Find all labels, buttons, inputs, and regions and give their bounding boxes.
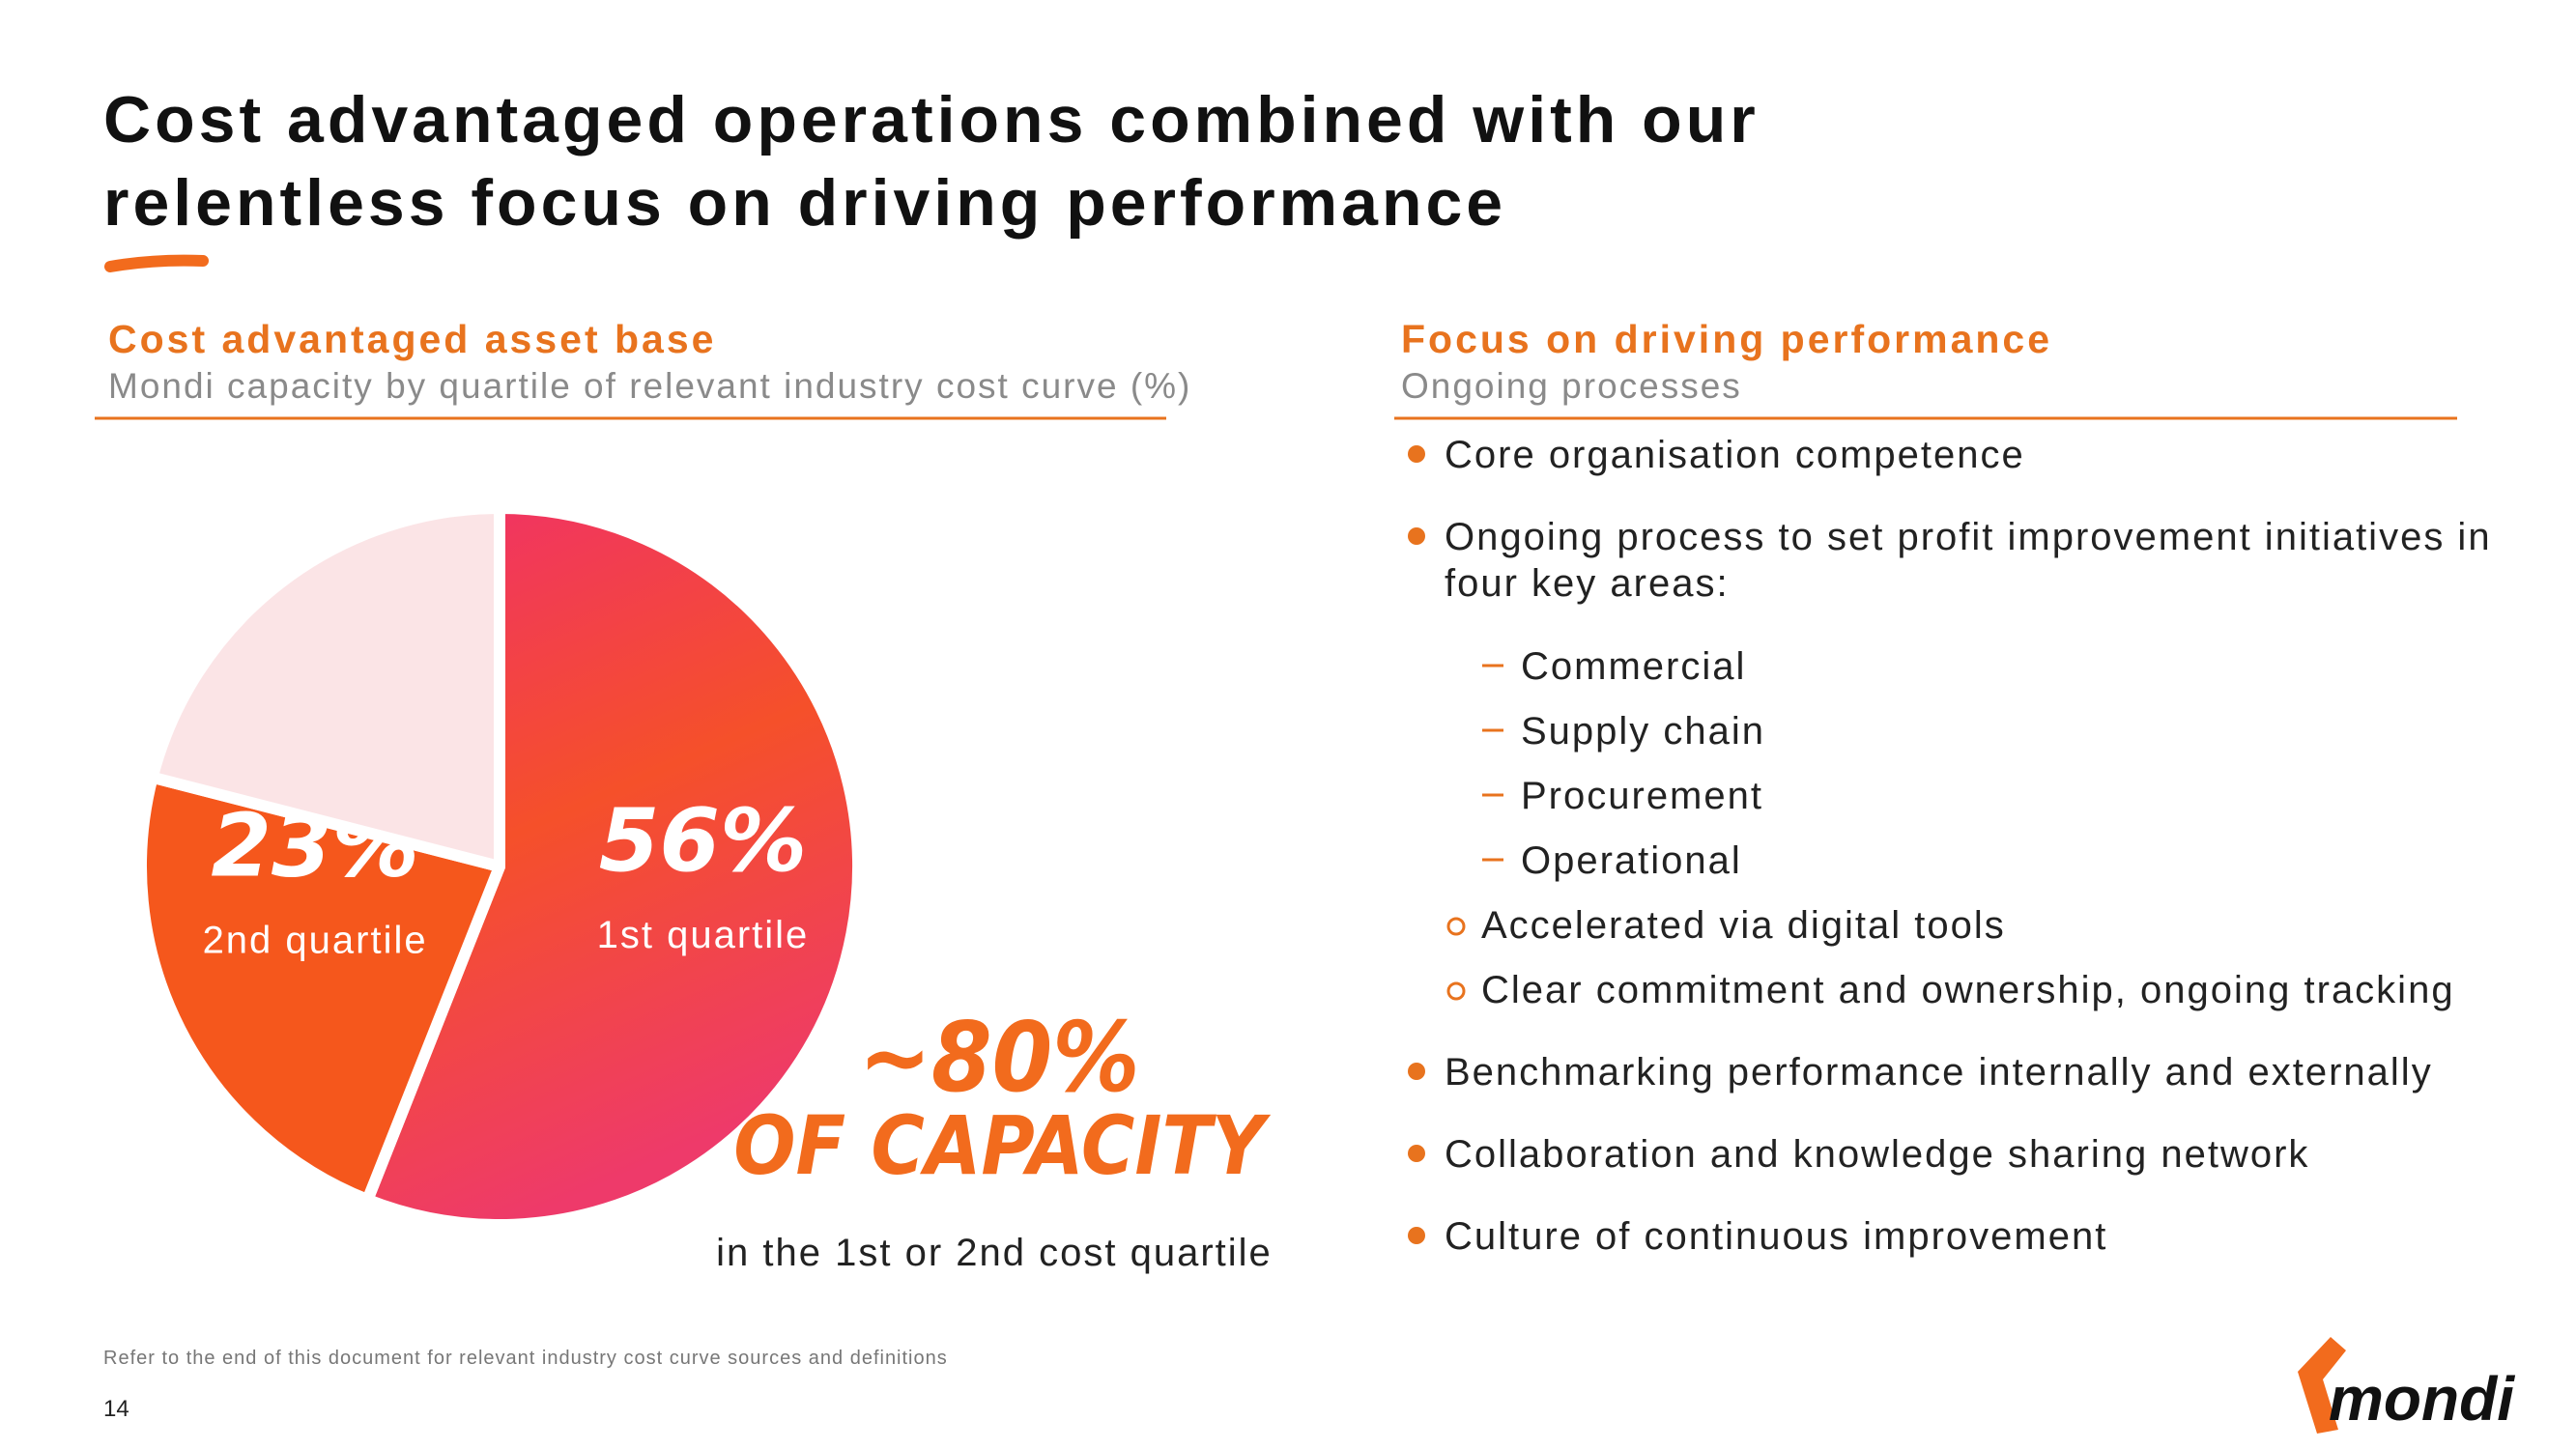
accent-dash (104, 254, 209, 272)
bullet-text: Collaboration and knowledge sharing netw… (1445, 1133, 2309, 1176)
bullet-list: Core organisation competence Ongoing proc… (1408, 434, 2492, 1258)
title-line: Cost advantaged operations combined with… (103, 83, 1760, 156)
right-heading: Focus on driving performance (1401, 317, 2052, 361)
bullet-text: Benchmarking performance internally and … (1445, 1051, 2433, 1094)
logo: mondi (2329, 1364, 2515, 1434)
circle-marker (1446, 981, 1466, 1001)
sub-item: Clear commitment and ownership, ongoing … (1481, 969, 2455, 1011)
bullet-text: Core organisation competence (1445, 434, 2025, 476)
pie-slice (361, 502, 864, 1231)
annotation-caption: in the 1st or 2nd cost quartile (716, 1232, 1273, 1274)
annotation-headline: ~80% (859, 1001, 1140, 1114)
circle-marker (1446, 917, 1466, 936)
pie-slice (146, 502, 505, 872)
category-label: 2nd quartile (203, 919, 428, 961)
right-subheading: Ongoing processes (1401, 366, 1742, 406)
pie-slice (135, 771, 505, 1206)
bullet-text: Culture of continuous improvement (1445, 1215, 2107, 1258)
bullet-text: four key areas: (1445, 562, 1730, 605)
annotation-subline: OF CAPACITY (733, 1098, 1272, 1193)
left-heading: Cost advantaged asset base (108, 317, 716, 361)
title-line: relentless focus on driving performance (103, 166, 1506, 240)
sub-item: Accelerated via digital tools (1481, 904, 2006, 947)
sub-item: Operational (1521, 839, 1742, 882)
value-label: 56% (599, 790, 807, 892)
sub-item: Procurement (1521, 775, 1763, 817)
logo-mark (2298, 1337, 2346, 1434)
sub-item: Supply chain (1521, 710, 1765, 753)
sub-item: Commercial (1521, 645, 1746, 688)
bullet-dot (1408, 1227, 1425, 1244)
footnote: Refer to the end of this document for re… (103, 1348, 948, 1369)
bullet-dot (1408, 1145, 1425, 1162)
page-number: 14 (103, 1396, 129, 1422)
bullet-dot (1408, 445, 1425, 463)
bullet-dot (1408, 1063, 1425, 1080)
left-subheading: Mondi capacity by quartile of relevant i… (108, 366, 1191, 406)
bullet-dot (1408, 527, 1425, 545)
category-label: 1st quartile (597, 914, 810, 956)
bullet-text: Ongoing process to set profit improvemen… (1445, 516, 2492, 558)
